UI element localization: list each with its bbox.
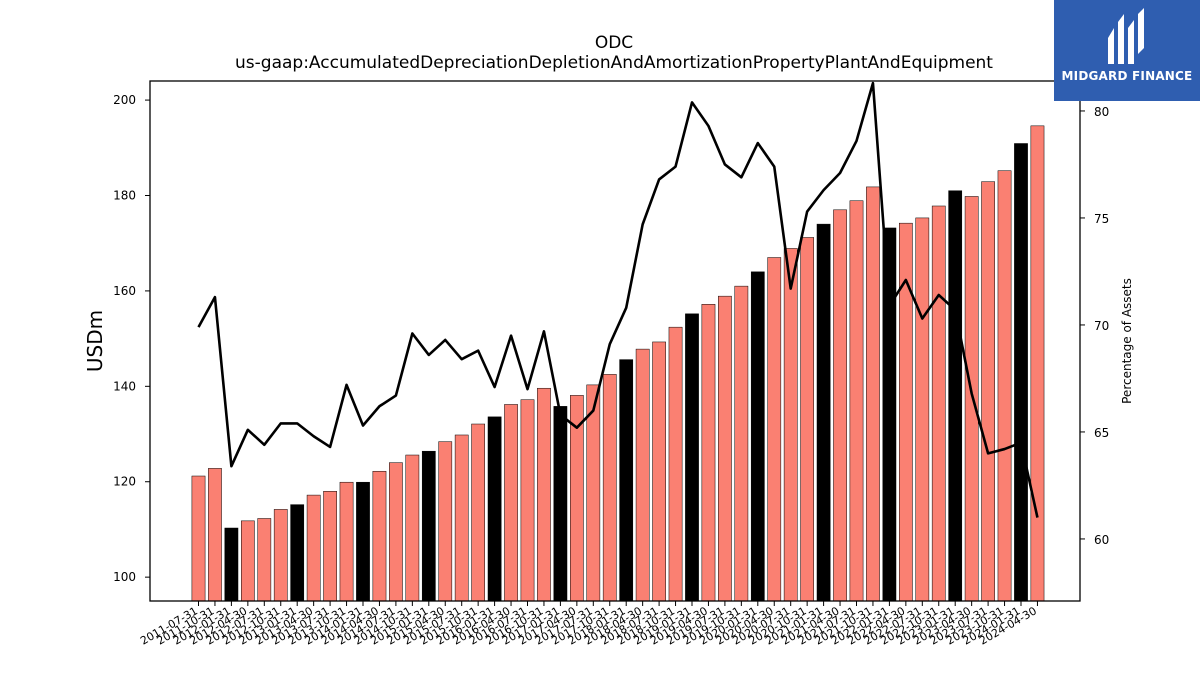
y-tick-label: 200 xyxy=(113,93,136,107)
bar xyxy=(882,227,897,602)
bar xyxy=(537,387,551,602)
brand-logo: MIDGARD FINANCE xyxy=(1054,0,1200,101)
right-axis-label: Percentage of Assets xyxy=(1120,278,1134,404)
bar xyxy=(323,491,337,602)
bar xyxy=(454,434,469,602)
bar xyxy=(421,450,436,602)
y-axis-label: USDm xyxy=(83,310,107,372)
bar xyxy=(997,170,1012,602)
bar xyxy=(553,406,568,602)
bar xyxy=(866,186,880,602)
bar xyxy=(389,462,403,602)
y-tick-label: 100 xyxy=(113,570,136,584)
y2-tick-label: 80 xyxy=(1094,105,1109,119)
bar xyxy=(668,326,683,602)
bar xyxy=(767,257,782,602)
right-axis: 60 65 70 75 80 xyxy=(1080,105,1109,547)
bar xyxy=(405,454,420,602)
bar xyxy=(701,304,716,602)
bar xyxy=(339,481,354,602)
bar xyxy=(224,527,239,602)
y2-tick-label: 60 xyxy=(1094,533,1109,547)
x-axis: 2011-07-312011-10-312012-01-312012-04-30… xyxy=(138,601,1039,648)
bar xyxy=(1014,143,1028,602)
y-tick-label: 160 xyxy=(113,284,136,298)
bar xyxy=(783,248,798,602)
chart-subtitle: us-gaap:AccumulatedDepreciationDepletion… xyxy=(235,53,993,73)
bar xyxy=(849,200,864,602)
bar xyxy=(750,271,765,602)
bar xyxy=(619,359,634,602)
line-series xyxy=(197,81,1039,518)
bar xyxy=(471,423,485,602)
y2-tick-label: 65 xyxy=(1094,426,1109,440)
y-tick-label: 180 xyxy=(113,188,136,202)
midgard-logo-icon xyxy=(1108,8,1144,64)
bar xyxy=(438,441,453,602)
bar xyxy=(931,205,946,602)
bar xyxy=(356,481,370,602)
percentage-line xyxy=(197,81,1039,518)
bar xyxy=(306,494,321,602)
bar xyxy=(372,470,387,602)
bar xyxy=(833,209,847,602)
plot-frame xyxy=(149,80,1081,602)
bar xyxy=(948,190,963,602)
bar xyxy=(734,285,749,602)
bar xyxy=(208,468,222,602)
bar xyxy=(487,416,502,602)
bar xyxy=(685,313,699,602)
bar xyxy=(257,518,272,602)
bar xyxy=(981,181,995,602)
left-axis: 100 120 140 160 180 200 xyxy=(113,93,150,584)
bar xyxy=(816,223,831,602)
y-tick-label: 120 xyxy=(113,475,136,489)
bar xyxy=(915,217,930,602)
bar xyxy=(520,399,535,602)
bar xyxy=(964,196,979,602)
bar xyxy=(602,374,617,602)
bar-series xyxy=(191,125,1045,602)
bar xyxy=(718,295,732,602)
bar xyxy=(241,520,255,602)
y2-tick-label: 75 xyxy=(1094,212,1109,226)
brand-name: MIDGARD FINANCE xyxy=(1061,69,1193,83)
bar xyxy=(504,404,518,602)
bar xyxy=(290,504,305,602)
chart-title: ODC xyxy=(595,33,633,53)
bar xyxy=(800,237,814,602)
bar xyxy=(273,509,288,602)
bar xyxy=(586,384,601,602)
bar xyxy=(1030,125,1045,602)
y2-tick-label: 70 xyxy=(1094,319,1109,333)
y-tick-label: 140 xyxy=(113,379,136,393)
bar xyxy=(191,475,206,602)
bar xyxy=(652,341,666,602)
bar xyxy=(635,348,650,602)
